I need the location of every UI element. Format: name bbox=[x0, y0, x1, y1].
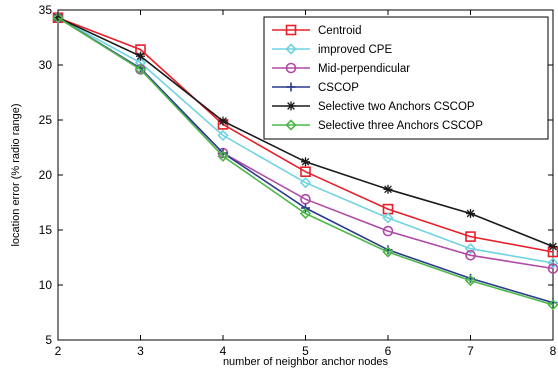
x-axis-title: number of neighbor anchor nodes bbox=[223, 356, 389, 368]
legend-marker bbox=[285, 62, 297, 74]
data-point bbox=[548, 242, 558, 251]
legend-label: Selective three Anchors CSCOP bbox=[318, 120, 483, 132]
data-point bbox=[465, 231, 476, 242]
x-tick-label: 8 bbox=[550, 344, 557, 358]
legend-marker bbox=[285, 119, 297, 131]
series-line bbox=[57, 17, 554, 306]
axes-layer: 2 3 4 5 6 7 8 5 10 15 20 25 30 35 bbox=[39, 3, 557, 358]
legend-item: CSCOP bbox=[272, 82, 359, 94]
y-axis-title: location error (% radio range) bbox=[10, 103, 22, 246]
legend-item: Mid-perpendicular bbox=[272, 62, 410, 75]
y-tick-label: 20 bbox=[39, 168, 53, 182]
data-point bbox=[136, 51, 145, 61]
data-point bbox=[217, 129, 229, 142]
x-tick-label: 2 bbox=[55, 344, 62, 358]
y-tick-label: 30 bbox=[39, 58, 53, 72]
x-tick-label: 5 bbox=[302, 344, 309, 358]
legend-marker bbox=[285, 24, 297, 36]
x-tick-label: 4 bbox=[220, 344, 227, 358]
data-point bbox=[217, 150, 229, 162]
legend-label: Mid-perpendicular bbox=[318, 63, 410, 75]
legend-marker bbox=[286, 82, 296, 92]
legend-marker bbox=[285, 43, 297, 55]
data-point bbox=[301, 157, 310, 167]
y-tick-label: 25 bbox=[39, 113, 53, 127]
data-point bbox=[466, 209, 475, 218]
x-tick-label: 3 bbox=[137, 344, 144, 358]
data-point bbox=[382, 212, 394, 224]
data-point bbox=[218, 116, 228, 126]
legend-item: Selective three Anchors CSCOP bbox=[272, 119, 483, 132]
y-tick-label: 10 bbox=[39, 278, 53, 292]
legend-marker bbox=[286, 101, 296, 111]
x-tick-label: 7 bbox=[467, 344, 474, 358]
data-point bbox=[464, 243, 477, 255]
data-point bbox=[547, 299, 558, 311]
data-point bbox=[382, 225, 394, 237]
legend: Centroid improved CPE Mid-perpendicular CSC… bbox=[263, 16, 549, 140]
data-point bbox=[383, 184, 393, 194]
data-point bbox=[464, 274, 477, 287]
legend-label: improved CPE bbox=[318, 44, 392, 56]
legend-label: Selective two Anchors CSCOP bbox=[318, 101, 475, 113]
data-point bbox=[52, 12, 64, 24]
legend-box bbox=[263, 16, 549, 140]
series-line bbox=[57, 16, 554, 264]
legend-item: Selective two Anchors CSCOP bbox=[272, 101, 475, 113]
data-point bbox=[382, 246, 394, 258]
y-tick-label: 15 bbox=[39, 223, 53, 237]
data-point bbox=[300, 166, 311, 177]
series-layer bbox=[52, 12, 558, 311]
data-point bbox=[134, 63, 147, 76]
x-tick-label: 6 bbox=[385, 344, 392, 358]
legend-item: Centroid bbox=[272, 24, 361, 37]
data-point bbox=[299, 177, 312, 189]
legend-label: Centroid bbox=[318, 25, 361, 37]
data-point bbox=[299, 207, 312, 220]
data-point bbox=[547, 257, 558, 269]
series-line bbox=[57, 16, 554, 253]
data-point bbox=[465, 250, 476, 261]
y-tick-label: 5 bbox=[45, 333, 52, 347]
series-selective-three-anchors-cscop bbox=[52, 12, 558, 311]
y-tick-label: 35 bbox=[39, 3, 53, 17]
legend-item: improved CPE bbox=[272, 43, 392, 56]
legend-label: CSCOP bbox=[318, 82, 359, 94]
